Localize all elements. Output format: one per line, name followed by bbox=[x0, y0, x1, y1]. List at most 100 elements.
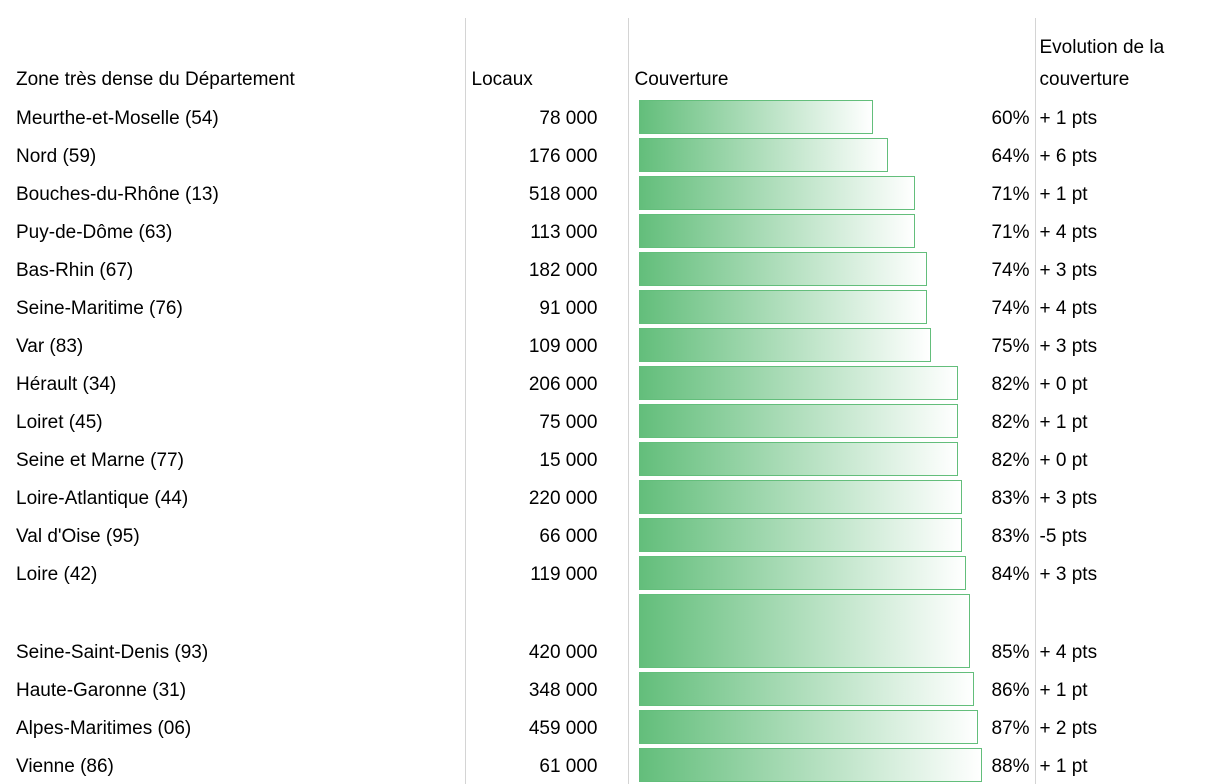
zone-cell: Haute-Garonne (31) bbox=[16, 680, 187, 701]
data-bar bbox=[638, 100, 873, 134]
zone-cell: Vienne (86) bbox=[16, 756, 114, 777]
evolution-cell: + 3 pts bbox=[1034, 326, 1209, 364]
zone-cell: Var (83) bbox=[16, 336, 84, 357]
zone-cell: Val d'Oise (95) bbox=[16, 526, 140, 547]
locaux-cell: 78 000 bbox=[464, 98, 628, 136]
coverage-cell: 85% bbox=[627, 592, 1035, 670]
coverage-cell: 84% bbox=[627, 554, 1035, 592]
column-header: Locaux bbox=[464, 18, 628, 98]
table-row: Loiret (45) 75 000 82% + 1 pt bbox=[10, 402, 1209, 440]
coverage-label: 85% bbox=[991, 642, 1030, 663]
coverage-label: 87% bbox=[991, 718, 1030, 739]
evolution-cell: + 2 pts bbox=[1034, 708, 1209, 746]
data-bar bbox=[638, 328, 931, 362]
locaux-cell: 15 000 bbox=[464, 440, 628, 478]
zone-cell: Puy-de-Dôme (63) bbox=[16, 222, 173, 243]
evolution-cell: + 0 pt bbox=[1034, 440, 1209, 478]
data-bar bbox=[638, 366, 959, 400]
coverage-cell: 82% bbox=[627, 364, 1035, 402]
table-row: Seine-Saint-Denis (93) 420 000 85% + 4 pts bbox=[10, 592, 1209, 670]
data-bar bbox=[638, 442, 959, 476]
evolution-cell: + 1 pt bbox=[1034, 174, 1209, 212]
coverage-cell: 71% bbox=[627, 174, 1035, 212]
coverage-label: 82% bbox=[991, 450, 1030, 471]
zone-cell: Loire-Atlantique (44) bbox=[16, 488, 189, 509]
data-bar bbox=[638, 672, 974, 706]
zone-cell: Alpes-Maritimes (06) bbox=[16, 718, 192, 739]
evolution-cell: + 6 pts bbox=[1034, 136, 1209, 174]
evolution-cell: + 0 pt bbox=[1034, 364, 1209, 402]
zone-cell: Seine-Saint-Denis (93) bbox=[16, 642, 209, 663]
locaux-cell: 220 000 bbox=[464, 478, 628, 516]
evolution-cell: + 1 pt bbox=[1034, 746, 1209, 784]
coverage-label: 86% bbox=[991, 680, 1030, 701]
column-header: Couverture bbox=[627, 18, 1035, 98]
coverage-cell: 75% bbox=[627, 326, 1035, 364]
evolution-cell: + 4 pts bbox=[1034, 592, 1209, 670]
zone-cell: Seine-Maritime (76) bbox=[16, 298, 183, 319]
data-bar bbox=[638, 252, 928, 286]
zone-cell: Hérault (34) bbox=[16, 374, 117, 395]
data-bar bbox=[638, 594, 970, 668]
zone-cell: Seine et Marne (77) bbox=[16, 450, 184, 471]
data-bar bbox=[638, 710, 978, 744]
locaux-cell: 182 000 bbox=[464, 250, 628, 288]
evolution-cell: + 4 pts bbox=[1034, 288, 1209, 326]
evolution-cell: + 1 pt bbox=[1034, 670, 1209, 708]
data-bar bbox=[638, 748, 982, 782]
evolution-cell: + 4 pts bbox=[1034, 212, 1209, 250]
zone-cell: Nord (59) bbox=[16, 146, 97, 167]
evolution-cell: + 3 pts bbox=[1034, 554, 1209, 592]
table-row: Loire (42) 119 000 84% + 3 pts bbox=[10, 554, 1209, 592]
evolution-cell: -5 pts bbox=[1034, 516, 1209, 554]
coverage-label: 82% bbox=[991, 374, 1030, 395]
coverage-cell: 82% bbox=[627, 440, 1035, 478]
data-bar bbox=[638, 290, 928, 324]
coverage-label: 74% bbox=[991, 260, 1030, 281]
table-row: Meurthe-et-Moselle (54) 78 000 60% + 1 pts bbox=[10, 98, 1209, 136]
data-bar bbox=[638, 556, 967, 590]
locaux-cell: 206 000 bbox=[464, 364, 628, 402]
data-bar bbox=[638, 404, 959, 438]
coverage-label: 75% bbox=[991, 336, 1030, 357]
coverage-label: 82% bbox=[991, 412, 1030, 433]
coverage-cell: 74% bbox=[627, 288, 1035, 326]
data-bar bbox=[638, 176, 916, 210]
table-row: Vienne (86) 61 000 88% + 1 pt bbox=[10, 746, 1209, 784]
table-row: Bouches-du-Rhône (13) 518 000 71% + 1 pt bbox=[10, 174, 1209, 212]
data-bar bbox=[638, 214, 916, 248]
coverage-cell: 87% bbox=[627, 708, 1035, 746]
coverage-cell: 82% bbox=[627, 402, 1035, 440]
evolution-cell: + 1 pt bbox=[1034, 402, 1209, 440]
coverage-label: 71% bbox=[991, 184, 1030, 205]
coverage-table: Zone très dense du Département Locaux Co… bbox=[10, 18, 1209, 784]
table-row: Seine-Maritime (76) 91 000 74% + 4 pts bbox=[10, 288, 1209, 326]
coverage-label: 60% bbox=[991, 108, 1030, 129]
zone-cell: Meurthe-et-Moselle (54) bbox=[16, 108, 219, 129]
coverage-label: 83% bbox=[991, 526, 1030, 547]
table-row: Hérault (34) 206 000 82% + 0 pt bbox=[10, 364, 1209, 402]
locaux-cell: 420 000 bbox=[464, 592, 628, 670]
locaux-cell: 75 000 bbox=[464, 402, 628, 440]
locaux-cell: 119 000 bbox=[464, 554, 628, 592]
coverage-label: 88% bbox=[991, 756, 1030, 777]
column-header: Evolution de la couverture bbox=[1034, 18, 1209, 98]
coverage-cell: 83% bbox=[627, 478, 1035, 516]
coverage-cell: 86% bbox=[627, 670, 1035, 708]
data-bar bbox=[638, 518, 963, 552]
coverage-cell: 71% bbox=[627, 212, 1035, 250]
table-row: Var (83) 109 000 75% + 3 pts bbox=[10, 326, 1209, 364]
coverage-cell: 83% bbox=[627, 516, 1035, 554]
locaux-cell: 61 000 bbox=[464, 746, 628, 784]
locaux-cell: 66 000 bbox=[464, 516, 628, 554]
locaux-cell: 348 000 bbox=[464, 670, 628, 708]
coverage-label: 64% bbox=[991, 146, 1030, 167]
locaux-cell: 113 000 bbox=[464, 212, 628, 250]
data-bar bbox=[638, 480, 963, 514]
column-header: Zone très dense du Département bbox=[16, 69, 295, 90]
evolution-cell: + 3 pts bbox=[1034, 478, 1209, 516]
table-row: Alpes-Maritimes (06) 459 000 87% + 2 pts bbox=[10, 708, 1209, 746]
table-row: Seine et Marne (77) 15 000 82% + 0 pt bbox=[10, 440, 1209, 478]
coverage-label: 71% bbox=[991, 222, 1030, 243]
